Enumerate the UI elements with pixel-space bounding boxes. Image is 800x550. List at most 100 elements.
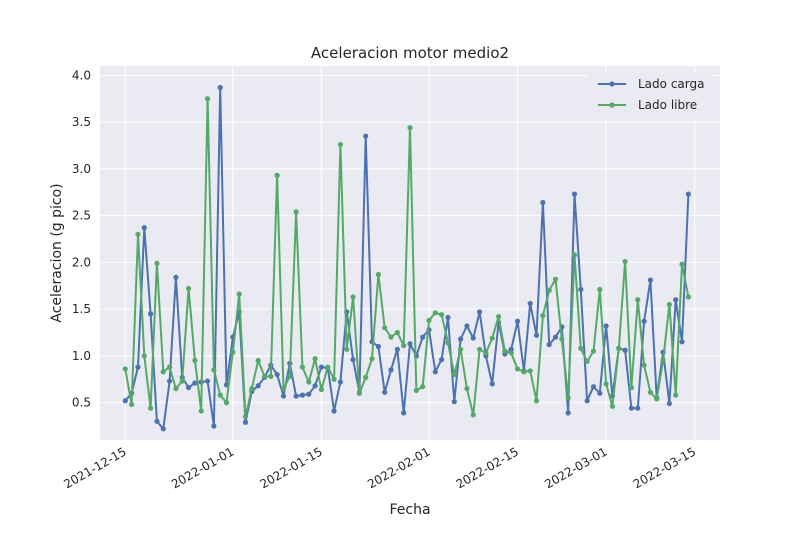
data-point bbox=[666, 301, 672, 308]
x-tick-label: 2022-01-01 bbox=[169, 444, 236, 491]
data-point bbox=[420, 334, 426, 340]
data-point bbox=[609, 403, 616, 409]
data-point bbox=[261, 373, 268, 380]
data-point bbox=[394, 329, 400, 336]
data-point bbox=[546, 342, 552, 348]
data-point bbox=[483, 350, 489, 356]
legend-label: Lado libre bbox=[638, 98, 697, 112]
data-point bbox=[274, 371, 280, 378]
data-point bbox=[521, 369, 527, 375]
data-point bbox=[641, 362, 647, 368]
data-point bbox=[673, 297, 679, 303]
data-point bbox=[179, 378, 185, 384]
data-point bbox=[375, 343, 381, 350]
data-point bbox=[274, 172, 280, 178]
data-point bbox=[350, 356, 356, 363]
data-point bbox=[192, 380, 198, 386]
data-point bbox=[439, 312, 445, 318]
data-point bbox=[173, 274, 179, 280]
data-point bbox=[571, 252, 578, 258]
data-point bbox=[344, 346, 350, 352]
data-point bbox=[685, 294, 691, 300]
series-lado-libre bbox=[122, 96, 691, 420]
data-point bbox=[432, 310, 438, 316]
data-point bbox=[464, 323, 470, 329]
data-point bbox=[495, 313, 502, 320]
data-point bbox=[312, 356, 318, 362]
data-point bbox=[445, 340, 451, 346]
data-point bbox=[236, 291, 242, 297]
data-point bbox=[546, 287, 552, 293]
y-tick-label: 2.5 bbox=[72, 209, 91, 223]
data-point bbox=[533, 398, 540, 404]
data-point bbox=[540, 199, 546, 206]
data-point bbox=[552, 334, 559, 340]
legend-marker bbox=[609, 102, 615, 108]
series-line bbox=[124, 97, 690, 418]
data-point bbox=[185, 285, 192, 292]
data-point bbox=[204, 96, 211, 102]
data-point bbox=[401, 410, 407, 416]
data-point bbox=[420, 384, 426, 390]
data-point bbox=[571, 191, 578, 197]
data-point bbox=[489, 335, 495, 341]
data-point bbox=[622, 347, 628, 353]
x-tick-label: 2022-03-01 bbox=[542, 444, 609, 491]
data-point bbox=[148, 405, 154, 411]
data-point bbox=[470, 412, 476, 418]
legend-label: Lado carga bbox=[638, 77, 704, 91]
data-point bbox=[211, 423, 217, 429]
data-point bbox=[350, 294, 356, 300]
data-point bbox=[458, 336, 464, 342]
x-axis-title: Fecha bbox=[389, 502, 430, 518]
data-point bbox=[470, 335, 476, 341]
data-point bbox=[628, 385, 635, 391]
data-point bbox=[223, 400, 230, 406]
data-point bbox=[458, 346, 464, 352]
y-tick-label: 3.5 bbox=[72, 115, 91, 129]
y-tick-label: 1.0 bbox=[72, 349, 91, 363]
data-point bbox=[514, 318, 521, 324]
data-point bbox=[413, 387, 419, 394]
data-point bbox=[166, 378, 173, 384]
data-point bbox=[584, 398, 590, 404]
data-point bbox=[666, 400, 672, 407]
data-point bbox=[331, 408, 337, 414]
legend-marker bbox=[609, 81, 615, 87]
data-point bbox=[635, 405, 641, 411]
data-point bbox=[166, 364, 173, 370]
data-point bbox=[508, 350, 514, 356]
data-point bbox=[439, 356, 445, 363]
x-tick-label: 2022-02-15 bbox=[454, 444, 521, 491]
y-tick-labels: 0.5 1.0 1.5 2.0 2.5 3.0 3.5 4.0 bbox=[72, 68, 91, 409]
data-point bbox=[280, 385, 287, 392]
data-point bbox=[622, 258, 628, 265]
data-point bbox=[141, 225, 147, 231]
x-tick-labels: 2021-12-15 2022-01-01 2022-01-15 2022-02-01… bbox=[61, 444, 698, 491]
data-point bbox=[382, 389, 388, 395]
data-point bbox=[660, 357, 666, 364]
data-point bbox=[299, 392, 306, 398]
y-tick-label: 1.5 bbox=[72, 302, 91, 316]
data-point bbox=[432, 369, 438, 375]
data-point bbox=[230, 349, 236, 355]
x-tick-label: 2022-03-15 bbox=[631, 444, 698, 491]
data-point bbox=[198, 408, 204, 414]
data-point bbox=[331, 376, 337, 382]
data-point bbox=[375, 271, 381, 278]
data-point bbox=[337, 379, 344, 385]
data-point bbox=[514, 366, 521, 372]
data-point bbox=[628, 405, 635, 411]
data-point bbox=[552, 276, 559, 282]
x-tick-label: 2022-02-01 bbox=[365, 444, 432, 491]
data-point bbox=[533, 332, 540, 338]
data-point bbox=[584, 358, 590, 365]
data-point bbox=[185, 385, 192, 391]
data-point bbox=[204, 378, 211, 384]
data-point bbox=[565, 410, 571, 416]
data-point bbox=[160, 369, 166, 375]
data-point bbox=[255, 383, 261, 389]
data-point bbox=[129, 401, 135, 408]
data-point bbox=[306, 379, 312, 385]
